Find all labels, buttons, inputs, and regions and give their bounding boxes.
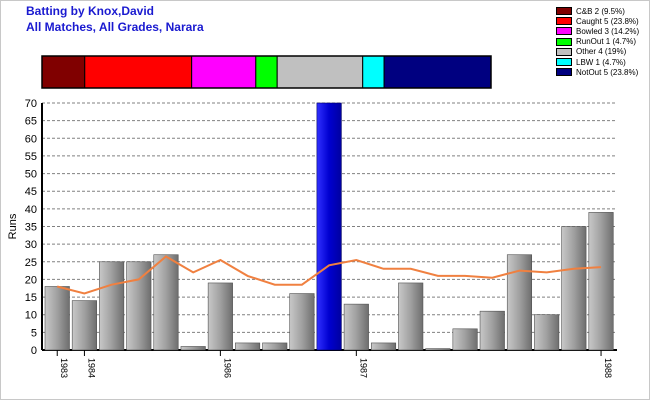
legend: C&B 2 (9.5%) Caught 5 (23.8%) Bowled 3 (14…	[556, 6, 646, 77]
dismissal-segment	[383, 55, 492, 89]
bar	[99, 261, 125, 351]
legend-swatch	[556, 7, 572, 16]
bar	[44, 286, 70, 351]
bar	[153, 254, 179, 351]
bar	[235, 342, 261, 351]
bar	[534, 314, 560, 351]
y-tick-label: 65	[25, 116, 37, 128]
legend-label: RunOut 1 (4.7%)	[576, 37, 637, 47]
bar	[561, 226, 587, 351]
legend-swatch	[556, 68, 572, 77]
legend-label: C&B 2 (9.5%)	[576, 6, 625, 16]
dismissal-segment	[191, 55, 257, 89]
bar	[506, 254, 533, 351]
y-tick-label: 70	[25, 98, 37, 110]
y-tick-label: 50	[25, 169, 37, 181]
bar-notout	[316, 102, 342, 351]
legend-label: Caught 5 (23.8%)	[576, 16, 639, 26]
bar	[452, 328, 478, 351]
bar	[588, 212, 614, 351]
x-tick-label: 1987	[358, 358, 368, 378]
bar	[479, 310, 505, 351]
y-tick-label: 25	[25, 257, 37, 269]
average-line	[56, 255, 602, 295]
x-tick-label: 1986	[222, 358, 232, 378]
legend-item: Caught 5 (23.8%)	[556, 16, 646, 26]
y-tick-label: 10	[25, 310, 37, 322]
dismissal-strip-border	[41, 55, 492, 89]
x-tick-label: 1983	[59, 358, 69, 378]
chart-title: Batting by Knox,David	[26, 4, 155, 18]
y-tick-label: 20	[25, 274, 37, 286]
legend-item: C&B 2 (9.5%)	[556, 6, 646, 16]
y-tick-label: 15	[25, 292, 37, 304]
y-tick-label: 40	[25, 204, 37, 216]
legend-item: NotOut 5 (23.8%)	[556, 67, 646, 77]
bar	[370, 342, 397, 351]
legend-item: Other 4 (19%)	[556, 47, 646, 57]
legend-swatch	[556, 17, 572, 26]
bar	[180, 346, 206, 351]
dismissal-segment	[362, 55, 385, 89]
y-tick-label: 0	[31, 345, 37, 357]
legend-label: NotOut 5 (23.8%)	[576, 67, 639, 77]
bar	[425, 348, 451, 351]
x-tick-label: 1984	[86, 358, 96, 378]
legend-item: LBW 1 (4.7%)	[556, 57, 646, 67]
bar	[71, 300, 97, 351]
legend-label: LBW 1 (4.7%)	[576, 57, 626, 67]
legend-swatch	[556, 58, 572, 67]
legend-swatch	[556, 27, 572, 36]
legend-item: Bowled 3 (14.2%)	[556, 26, 646, 36]
y-tick-label: 35	[25, 222, 37, 234]
bar	[262, 342, 288, 351]
legend-item: RunOut 1 (4.7%)	[556, 37, 646, 47]
bar	[207, 282, 233, 351]
legend-label: Other 4 (19%)	[576, 47, 627, 57]
bar	[126, 261, 152, 351]
y-tick-label: 60	[25, 133, 37, 145]
legend-swatch	[556, 37, 572, 46]
y-axis-label: Runs	[7, 213, 19, 239]
bar	[398, 282, 424, 351]
bar	[289, 293, 315, 351]
dismissal-segment	[41, 55, 86, 89]
dismissal-segment	[276, 55, 364, 89]
legend-label: Bowled 3 (14.2%)	[576, 26, 640, 36]
y-tick-label: 30	[25, 239, 37, 251]
y-tick-label: 5	[31, 327, 37, 339]
y-tick-label: 45	[25, 186, 37, 198]
bar	[343, 303, 369, 351]
x-tick-label: 1988	[603, 358, 613, 378]
dismissal-segment	[255, 55, 278, 89]
y-tick-label: 55	[25, 151, 37, 163]
legend-swatch	[556, 47, 572, 56]
chart-subtitle: All Matches, All Grades, Narara	[26, 20, 204, 34]
dismissal-segment	[84, 55, 193, 89]
